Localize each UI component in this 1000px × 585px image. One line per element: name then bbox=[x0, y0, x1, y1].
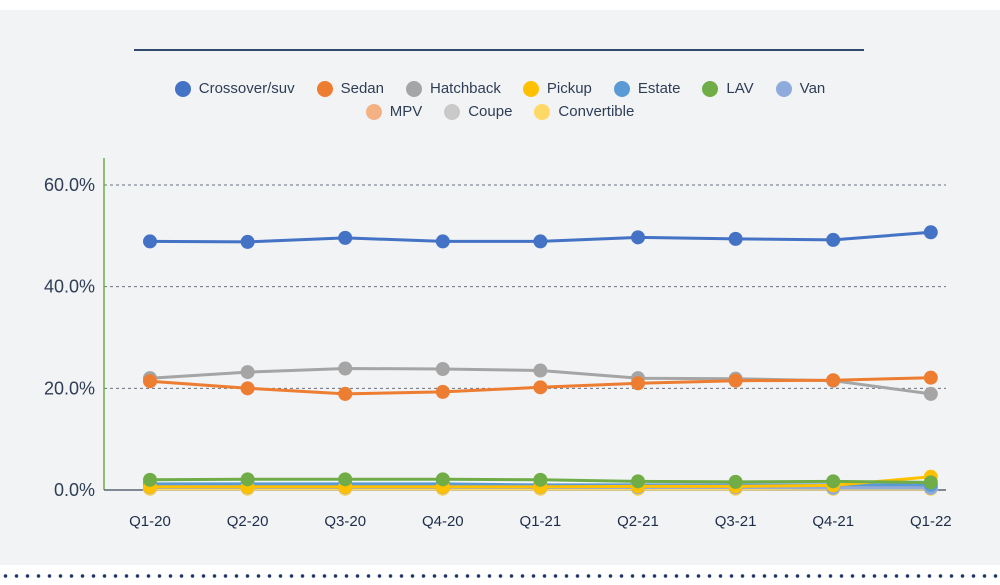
data-point-crossover-suv bbox=[728, 231, 743, 246]
gridlines bbox=[104, 184, 946, 389]
legend: Crossover/suv Sedan Hatchback Pickup Est… bbox=[0, 80, 1000, 120]
legend-item-sedan: Sedan bbox=[316, 80, 384, 97]
dotted-divider bbox=[0, 573, 1000, 579]
legend-item-pickup: Pickup bbox=[522, 80, 592, 97]
data-point-lav bbox=[631, 474, 645, 489]
data-point-lav bbox=[338, 472, 353, 487]
series-lav bbox=[143, 472, 938, 490]
legend-swatch-pickup bbox=[522, 80, 539, 97]
data-point-hatchback bbox=[338, 361, 353, 376]
legend-item-lav: LAV bbox=[702, 80, 754, 97]
legend-item-convertible: Convertible bbox=[534, 103, 634, 120]
legend-label-hatchback: Hatchback bbox=[429, 80, 501, 97]
data-point-lav bbox=[533, 472, 548, 487]
legend-swatch-sedan bbox=[316, 80, 333, 97]
tick-labels: 0.0% 20.0% 40.0% 60.0% Q1-20 Q2-20 Q3-20 Q4-20 Q… bbox=[44, 175, 952, 530]
legend-swatch-estate bbox=[613, 80, 630, 97]
x-tick-label: Q2-20 bbox=[227, 513, 269, 530]
legend-label-mpv: MPV bbox=[389, 103, 423, 120]
legend-label-convertible: Convertible bbox=[558, 103, 635, 120]
series-crossover-suv bbox=[143, 225, 938, 249]
data-point-crossover-suv bbox=[533, 234, 548, 249]
data-point-sedan bbox=[533, 380, 548, 395]
legend-swatch-crossover-suv bbox=[174, 80, 191, 97]
legend-row-1: Crossover/suv Sedan Hatchback Pickup Est… bbox=[174, 80, 826, 97]
data-point-lav bbox=[435, 472, 450, 487]
legend-item-crossover-suv: Crossover/suv bbox=[174, 80, 295, 97]
data-point-lav bbox=[728, 474, 743, 489]
y-tick-label: 0.0% bbox=[54, 480, 95, 500]
x-tick-label: Q1-20 bbox=[129, 513, 171, 530]
data-point-lav bbox=[826, 474, 841, 489]
data-point-lav bbox=[143, 472, 157, 487]
x-tick-label: Q1-21 bbox=[520, 513, 562, 530]
data-point-lav bbox=[923, 475, 938, 490]
legend-item-estate: Estate bbox=[613, 80, 681, 97]
data-point-lav bbox=[240, 472, 255, 487]
series-group bbox=[143, 225, 938, 496]
y-tick-label: 20.0% bbox=[44, 378, 95, 398]
data-point-sedan bbox=[435, 384, 450, 399]
data-point-crossover-suv bbox=[240, 234, 255, 249]
legend-label-crossover-suv: Crossover/suv bbox=[198, 80, 295, 97]
legend-label-pickup: Pickup bbox=[546, 80, 592, 97]
legend-row-2: MPV Coupe Convertible bbox=[365, 103, 634, 120]
series-sedan bbox=[143, 370, 938, 401]
data-point-sedan bbox=[631, 376, 645, 391]
legend-item-hatchback: Hatchback bbox=[405, 80, 501, 97]
legend-swatch-mpv bbox=[365, 103, 382, 120]
legend-item-mpv: MPV bbox=[365, 103, 423, 120]
data-point-sedan bbox=[240, 381, 255, 396]
data-point-crossover-suv bbox=[826, 232, 841, 247]
data-point-crossover-suv bbox=[923, 225, 938, 240]
y-tick-label: 40.0% bbox=[44, 277, 95, 297]
x-tick-label: Q2-21 bbox=[617, 513, 659, 530]
data-point-hatchback bbox=[533, 363, 548, 378]
x-tick-label: Q3-20 bbox=[324, 513, 366, 530]
legend-swatch-hatchback bbox=[405, 80, 422, 97]
data-point-crossover-suv bbox=[631, 230, 645, 245]
y-tick-label: 60.0% bbox=[44, 175, 95, 195]
legend-label-sedan: Sedan bbox=[340, 80, 384, 97]
legend-swatch-lav bbox=[702, 80, 719, 97]
data-point-hatchback bbox=[923, 386, 938, 401]
data-point-sedan bbox=[143, 374, 157, 389]
x-tick-label: Q3-21 bbox=[715, 513, 757, 530]
legend-label-lav: LAV bbox=[726, 80, 754, 97]
data-point-sedan bbox=[728, 373, 743, 388]
legend-item-van: Van bbox=[775, 80, 826, 97]
legend-label-estate: Estate bbox=[637, 80, 681, 97]
data-point-sedan bbox=[338, 386, 353, 401]
legend-label-van: Van bbox=[799, 80, 826, 97]
data-point-sedan bbox=[923, 370, 938, 385]
x-tick-label: Q1-22 bbox=[910, 513, 952, 530]
data-point-hatchback bbox=[435, 362, 450, 377]
axes bbox=[103, 158, 946, 491]
x-tick-label: Q4-20 bbox=[422, 513, 464, 530]
legend-label-coupe: Coupe bbox=[468, 103, 513, 120]
data-point-sedan bbox=[826, 373, 841, 388]
data-point-crossover-suv bbox=[338, 230, 353, 245]
legend-swatch-coupe bbox=[444, 103, 461, 120]
legend-item-coupe: Coupe bbox=[444, 103, 512, 120]
chart-panel bbox=[0, 10, 1000, 565]
x-tick-label: Q4-21 bbox=[812, 513, 854, 530]
data-point-crossover-suv bbox=[435, 234, 450, 249]
legend-swatch-convertible bbox=[534, 103, 551, 120]
data-point-crossover-suv bbox=[143, 234, 157, 249]
data-point-hatchback bbox=[240, 365, 255, 380]
legend-swatch-van bbox=[775, 80, 792, 97]
